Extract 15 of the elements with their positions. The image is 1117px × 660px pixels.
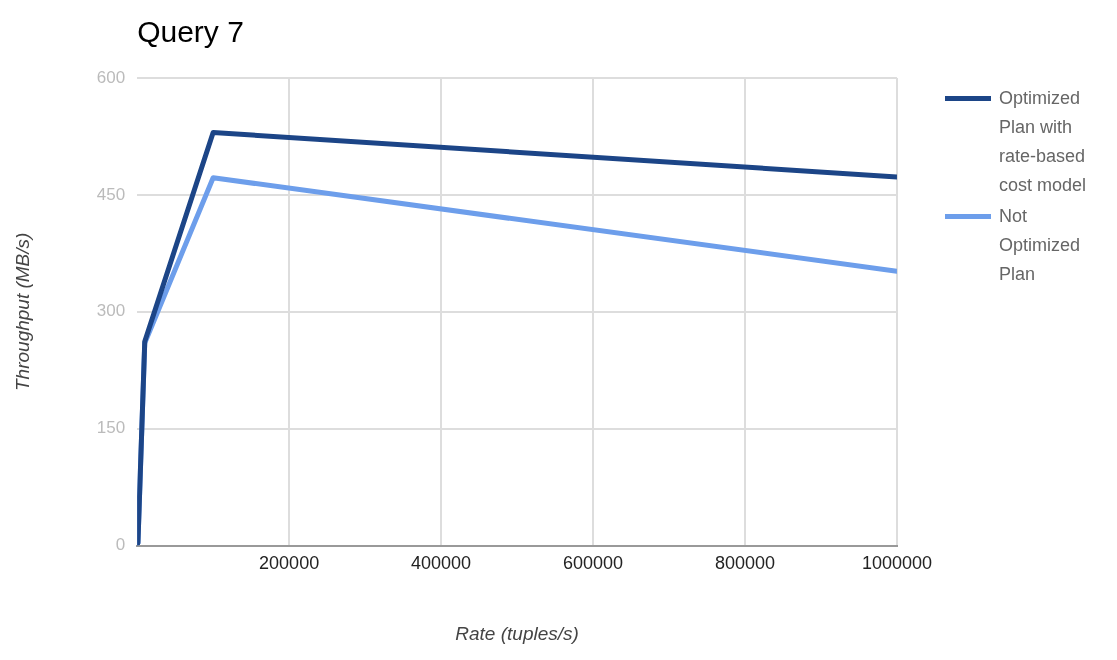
x-tick-label: 800000 <box>714 553 776 574</box>
legend-label: Optimized Plan with rate-based cost model <box>999 87 1088 197</box>
y-axis-title: Throughput (MB/s) <box>11 232 33 391</box>
y-tick-label: 450 <box>96 184 126 204</box>
y-tick-label: 0 <box>115 535 126 555</box>
x-tick-label: 400000 <box>411 553 472 574</box>
x-axis-title: Rate (tuples/s) <box>455 622 579 644</box>
y-tick-label: 150 <box>96 418 126 438</box>
y-tick-label: 300 <box>96 301 126 321</box>
legend-label: Not Optimized Plan <box>999 205 1082 286</box>
x-tick-label: 600000 <box>563 553 624 574</box>
x-tick-label: 1000000 <box>861 553 932 574</box>
y-tick-label: 600 <box>96 67 126 87</box>
x-tick-label: 200000 <box>259 553 320 574</box>
chart-title: Query 7 <box>137 15 244 48</box>
